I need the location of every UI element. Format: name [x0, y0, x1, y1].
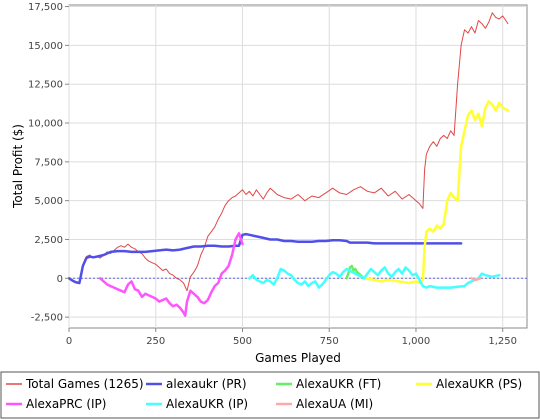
- y-tick-label: 7,500: [34, 157, 63, 168]
- x-tick-label: 500: [233, 336, 252, 347]
- series-line-alexaprc-ip: [98, 232, 244, 317]
- legend-label-alexaukr-pr: alexaukr (PR): [166, 377, 247, 391]
- legend-label-alexaukr-ip: AlexaUKR (IP): [166, 397, 248, 411]
- y-tick-label: -2,500: [31, 313, 63, 324]
- legend-box: [0, 371, 540, 419]
- series-line-alexaukr-ip: [248, 266, 501, 289]
- y-tick-label: 15,000: [28, 41, 63, 52]
- y-tick-label: 10,000: [28, 119, 63, 130]
- grid: [68, 5, 527, 328]
- y-tick-label: 17,500: [28, 2, 63, 13]
- series-line-alexaukr-ps: [362, 100, 510, 285]
- series-line-alexaukr-pr: [67, 232, 463, 285]
- y-tick-label: 0: [57, 274, 63, 285]
- series-line-total-games-1265: [68, 12, 509, 292]
- x-tick-label: 250: [146, 336, 165, 347]
- x-tick-label: 1,000: [402, 336, 431, 347]
- y-tick-label: 2,500: [34, 235, 63, 246]
- legend-label-alexaua-mi: AlexaUA (MI): [296, 397, 373, 411]
- series-group: [67, 12, 510, 317]
- plot-area: [68, 4, 528, 329]
- legend-label-total-games-1265: Total Games (1265): [25, 377, 144, 391]
- x-tick-label: 1,250: [488, 336, 517, 347]
- x-tick-label: 750: [320, 336, 339, 347]
- legend-label-alexaukr-ft: AlexaUKR (FT): [296, 377, 381, 391]
- y-tick-label: 12,500: [28, 80, 63, 91]
- y-tick-label: 5,000: [34, 196, 63, 207]
- legend-label-alexaukr-ps: AlexaUKR (PS): [436, 377, 522, 391]
- series-line-alexaua-mi: [470, 277, 482, 282]
- y-axis-title: Total Profit ($): [11, 124, 25, 209]
- legend-label-alexaprc-ip: AlexaPRC (IP): [26, 397, 106, 411]
- legend: Total Games (1265) alexaukr (PR) AlexaUKR …: [0, 371, 540, 419]
- x-tick-label: 0: [66, 336, 72, 347]
- x-axis-title: Games Played: [255, 351, 341, 365]
- axis-ticks: 0 250 500 750 1,000 1,250 -2,500 0 2,500 5,000 7,5…: [28, 2, 517, 347]
